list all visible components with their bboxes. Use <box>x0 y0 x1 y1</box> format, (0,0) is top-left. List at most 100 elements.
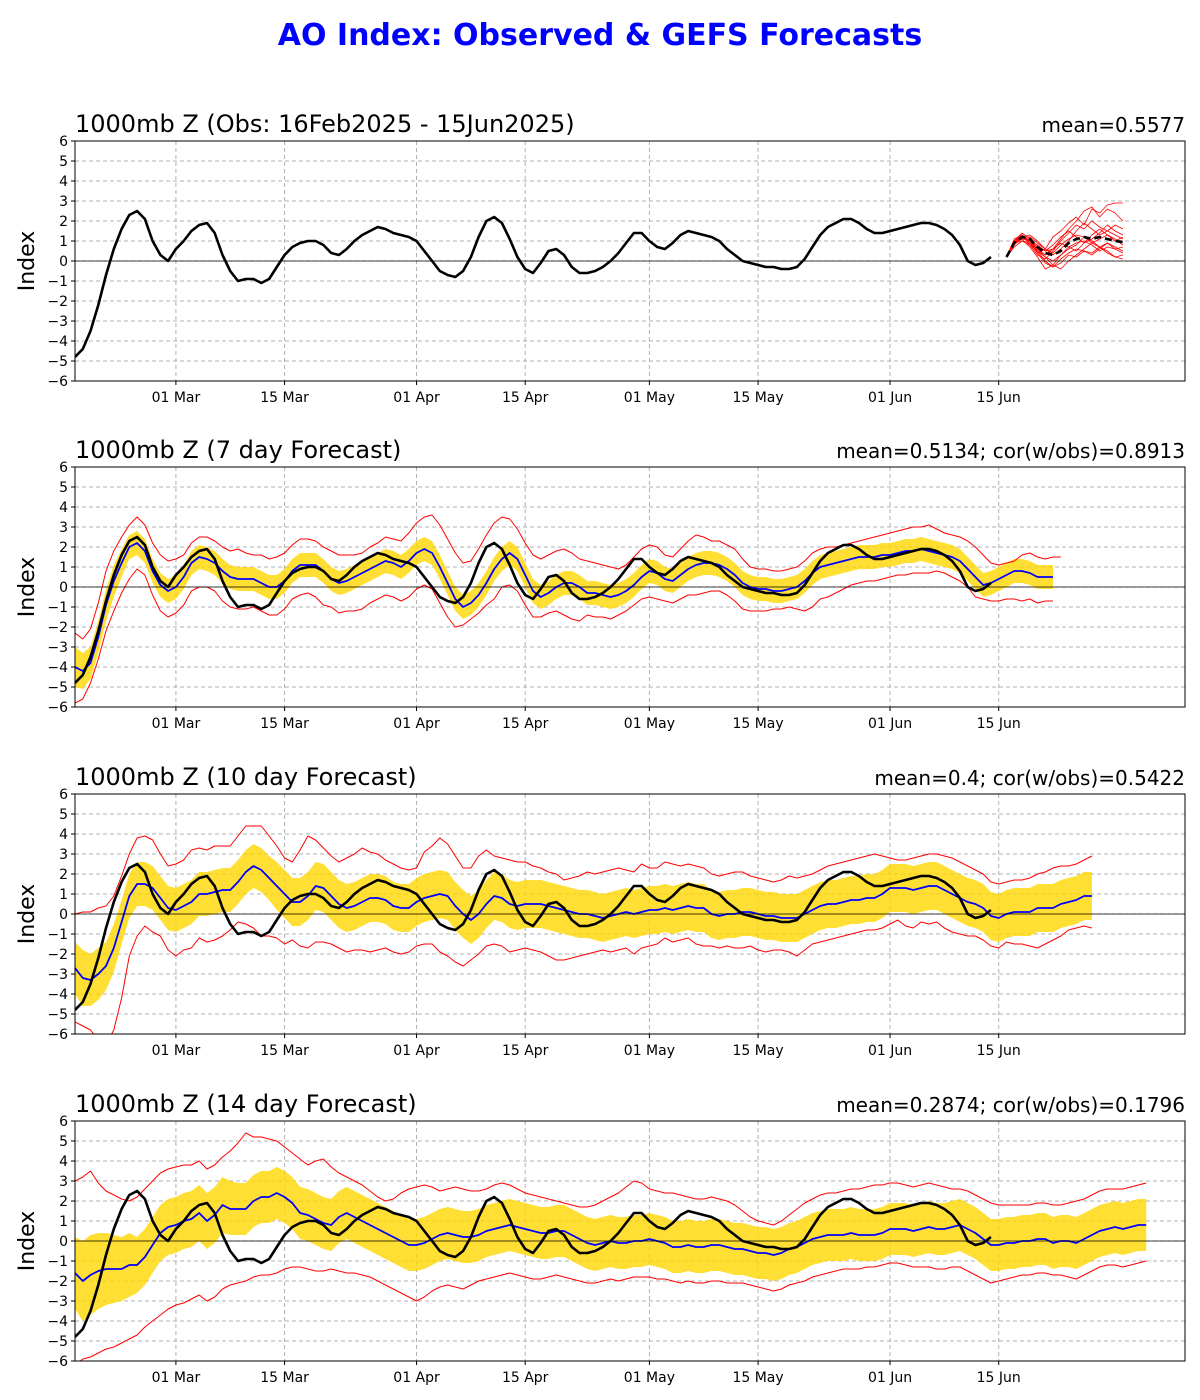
x-tick-label: 15 Mar <box>260 390 309 406</box>
y-tick-label: 1 <box>59 560 68 576</box>
observed-forecast-line <box>1005 235 1124 258</box>
y-axis-label: Index <box>15 231 40 292</box>
y-tick-label: −2 <box>47 947 68 963</box>
y-tick-label: −5 <box>47 1007 68 1023</box>
ensemble-member-line <box>1006 228 1124 258</box>
page-title: AO Index: Observed & GEFS Forecasts <box>277 18 923 53</box>
y-tick-label: 6 <box>59 460 68 476</box>
min-member-line <box>75 568 1053 704</box>
x-tick-label: 01 Apr <box>393 390 440 406</box>
panel-title: 1000mb Z (7 day Forecast) <box>75 436 401 464</box>
x-tick-label: 15 Apr <box>502 390 549 406</box>
panel-14-day-forecast: −6 −5 −4 −3 −2 −1 0 1 2 3 4 5 6 01 Mar 15 Mar 01 Apr 15 … <box>15 1090 1186 1386</box>
y-tick-label: 3 <box>59 520 68 536</box>
ensemble-member-line <box>1006 224 1124 258</box>
y-tick-label: −2 <box>47 294 68 310</box>
x-tick-label: 01 Apr <box>393 716 440 732</box>
y-tick-label: −3 <box>47 967 68 983</box>
y-tick-label: −3 <box>47 314 68 330</box>
x-tick-label: 15 Mar <box>260 1043 309 1059</box>
y-tick-label: −4 <box>47 334 68 350</box>
y-tick-label: 5 <box>59 1134 68 1150</box>
panel-title: 1000mb Z (14 day Forecast) <box>75 1090 417 1118</box>
x-tick-label: 01 Mar <box>152 716 201 732</box>
x-tick-label: 01 Apr <box>393 1370 440 1386</box>
spread-band <box>75 1167 1147 1321</box>
observed-line <box>75 862 992 1011</box>
y-axis-label: Index <box>15 1211 40 1272</box>
y-tick-label: −5 <box>47 354 68 370</box>
x-tick-label: 01 Jun <box>868 1370 912 1386</box>
y-tick-label: −2 <box>47 1274 68 1290</box>
max-member-line <box>75 514 1061 640</box>
y-tick-label: −2 <box>47 620 68 636</box>
x-tick-label: 01 May <box>624 1043 675 1059</box>
y-tick-label: −6 <box>47 1027 68 1043</box>
observed-line <box>75 535 992 684</box>
x-tick-label: 15 Mar <box>260 1370 309 1386</box>
x-tick-label: 01 May <box>624 716 675 732</box>
y-tick-label: −5 <box>47 1334 68 1350</box>
x-tick-label: 01 May <box>624 390 675 406</box>
x-tick-label: 15 May <box>732 390 783 406</box>
y-tick-label: 5 <box>59 480 68 496</box>
x-tick-label: 15 Jun <box>977 1370 1021 1386</box>
y-tick-label: 4 <box>59 1154 68 1170</box>
x-tick-label: 15 Apr <box>502 1370 549 1386</box>
observed-line <box>75 1189 992 1338</box>
x-tick-label: 15 Jun <box>977 716 1021 732</box>
x-tick-label: 15 Mar <box>260 716 309 732</box>
plot-area <box>75 825 1093 1034</box>
x-tick-label: 15 Apr <box>502 1043 549 1059</box>
y-tick-label: 4 <box>59 500 68 516</box>
y-tick-label: 4 <box>59 827 68 843</box>
y-axis-label: Index <box>15 557 40 618</box>
x-tick-label: 01 Mar <box>152 1370 201 1386</box>
y-tick-label: 1 <box>59 1214 68 1230</box>
y-tick-label: 0 <box>59 907 68 923</box>
y-tick-label: −1 <box>47 274 68 290</box>
y-tick-label: 3 <box>59 847 68 863</box>
y-tick-label: −3 <box>47 640 68 656</box>
y-tick-label: 4 <box>59 174 68 190</box>
y-tick-label: 6 <box>59 1114 68 1130</box>
observed-line <box>75 209 992 358</box>
panel-stat: mean=0.5577 <box>1042 113 1185 137</box>
panel-stat: mean=0.5134; cor(w/obs)=0.8913 <box>836 439 1185 463</box>
y-tick-label: −6 <box>47 700 68 716</box>
y-tick-label: 5 <box>59 807 68 823</box>
ensemble-member-line <box>1006 240 1123 268</box>
y-axis-label: Index <box>15 884 40 945</box>
y-tick-label: 6 <box>59 787 68 803</box>
plot-area <box>75 514 1061 704</box>
x-tick-label: 15 Apr <box>502 716 549 732</box>
panel-7-day-forecast: −6 −5 −4 −3 −2 −1 0 1 2 3 4 5 6 01 Mar 15 Mar 01 Apr 15 … <box>15 436 1186 732</box>
panel-observed: −6 −5 −4 −3 −2 −1 0 1 2 3 4 5 6 01 Mar 15 Mar 01 Apr 15 … <box>15 110 1186 406</box>
ensemble-member-line <box>1006 234 1124 258</box>
y-tick-label: −1 <box>47 927 68 943</box>
y-tick-label: −3 <box>47 1294 68 1310</box>
y-tick-label: −6 <box>47 374 68 390</box>
max-member-line <box>75 1132 1147 1226</box>
plot-area <box>75 1132 1147 1361</box>
y-tick-label: 0 <box>59 580 68 596</box>
panel-title: 1000mb Z (10 day Forecast) <box>75 763 417 791</box>
y-tick-label: −6 <box>47 1354 68 1370</box>
x-tick-label: 01 Jun <box>868 716 912 732</box>
y-tick-label: 5 <box>59 154 68 170</box>
panel-stat: mean=0.4; cor(w/obs)=0.5422 <box>874 766 1185 790</box>
y-tick-label: −1 <box>47 600 68 616</box>
plot-area <box>75 202 1124 358</box>
y-tick-label: 1 <box>59 234 68 250</box>
panel-10-day-forecast: −6 −5 −4 −3 −2 −1 0 1 2 3 4 5 6 01 Mar 15 Mar 01 Apr 15 … <box>15 763 1186 1059</box>
y-tick-label: 2 <box>59 540 68 556</box>
x-tick-label: 01 May <box>624 1370 675 1386</box>
y-tick-label: 2 <box>59 1194 68 1210</box>
panel-title: 1000mb Z (Obs: 16Feb2025 - 15Jun2025) <box>75 110 575 138</box>
y-tick-label: −4 <box>47 660 68 676</box>
spread-band <box>75 531 1053 689</box>
x-tick-label: 15 Jun <box>977 390 1021 406</box>
x-tick-label: 15 Jun <box>977 1043 1021 1059</box>
y-tick-label: −1 <box>47 1254 68 1270</box>
x-tick-label: 15 May <box>732 1043 783 1059</box>
